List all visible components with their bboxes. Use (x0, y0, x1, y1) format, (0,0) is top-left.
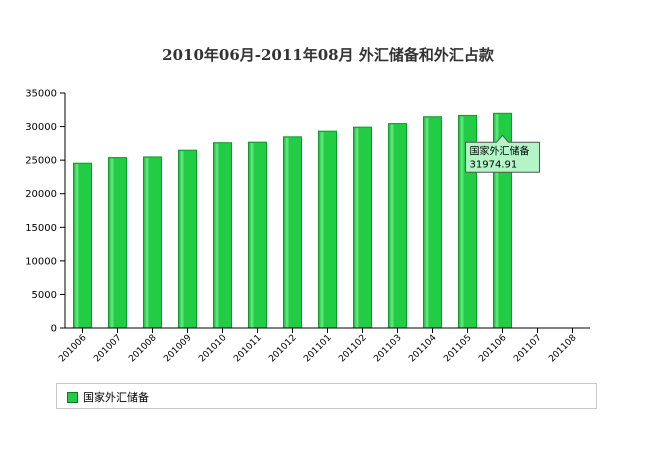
y-tick-label: 25000 (25, 156, 57, 167)
x-tick-label: 201107 (512, 333, 543, 364)
x-tick-label: 201012 (267, 333, 298, 364)
legend: 国家外汇储备 (56, 383, 597, 409)
y-tick-label: 30000 (25, 122, 57, 133)
bar-highlight (320, 132, 324, 328)
bar-highlight (390, 124, 394, 328)
bar-highlight (75, 164, 79, 328)
x-tick-label: 201105 (442, 333, 473, 364)
bar-highlight (180, 151, 184, 328)
x-tick-label: 201007 (92, 333, 123, 364)
y-tick-label: 35000 (25, 89, 57, 100)
bar-highlight (355, 128, 359, 328)
legend-label: 国家外汇储备 (83, 391, 149, 404)
tooltip-box (465, 134, 540, 173)
bar-highlight (110, 158, 114, 328)
x-tick-label: 201009 (162, 333, 194, 365)
bar-highlight (460, 116, 464, 328)
x-tick-label: 201010 (197, 333, 229, 365)
x-tick-label: 201102 (337, 333, 368, 364)
y-tick-label: 10000 (25, 256, 57, 267)
tooltip-series: 国家外汇储备 (470, 144, 530, 157)
bar-highlight (285, 137, 289, 328)
x-tick-label: 201106 (477, 333, 509, 365)
chart-title: 2010年06月-2011年08月 外汇储备和外汇占款 (162, 46, 495, 64)
x-tick-label: 201103 (372, 333, 403, 364)
y-tick-label: 20000 (25, 189, 57, 200)
y-tick-label: 0 (51, 324, 57, 335)
bar-highlight (250, 143, 254, 328)
tooltip: 国家外汇储备 31974.91 (465, 134, 540, 173)
x-tick-label: 201101 (302, 333, 333, 364)
x-tick-label: 201104 (407, 333, 439, 365)
x-tick-label: 201006 (57, 333, 89, 365)
bar-highlight (145, 157, 149, 328)
legend-swatch (67, 392, 78, 403)
bar-highlight (215, 143, 219, 328)
x-tick-label: 201008 (127, 333, 159, 365)
tooltip-value: 31974.91 (470, 159, 518, 170)
bar-highlight (425, 117, 429, 328)
y-tick-label: 15000 (25, 223, 57, 234)
bar-highlight (495, 114, 499, 329)
y-tick-label: 5000 (32, 290, 57, 301)
x-tick-label: 201108 (547, 333, 579, 365)
x-tick-label: 201011 (232, 333, 263, 364)
